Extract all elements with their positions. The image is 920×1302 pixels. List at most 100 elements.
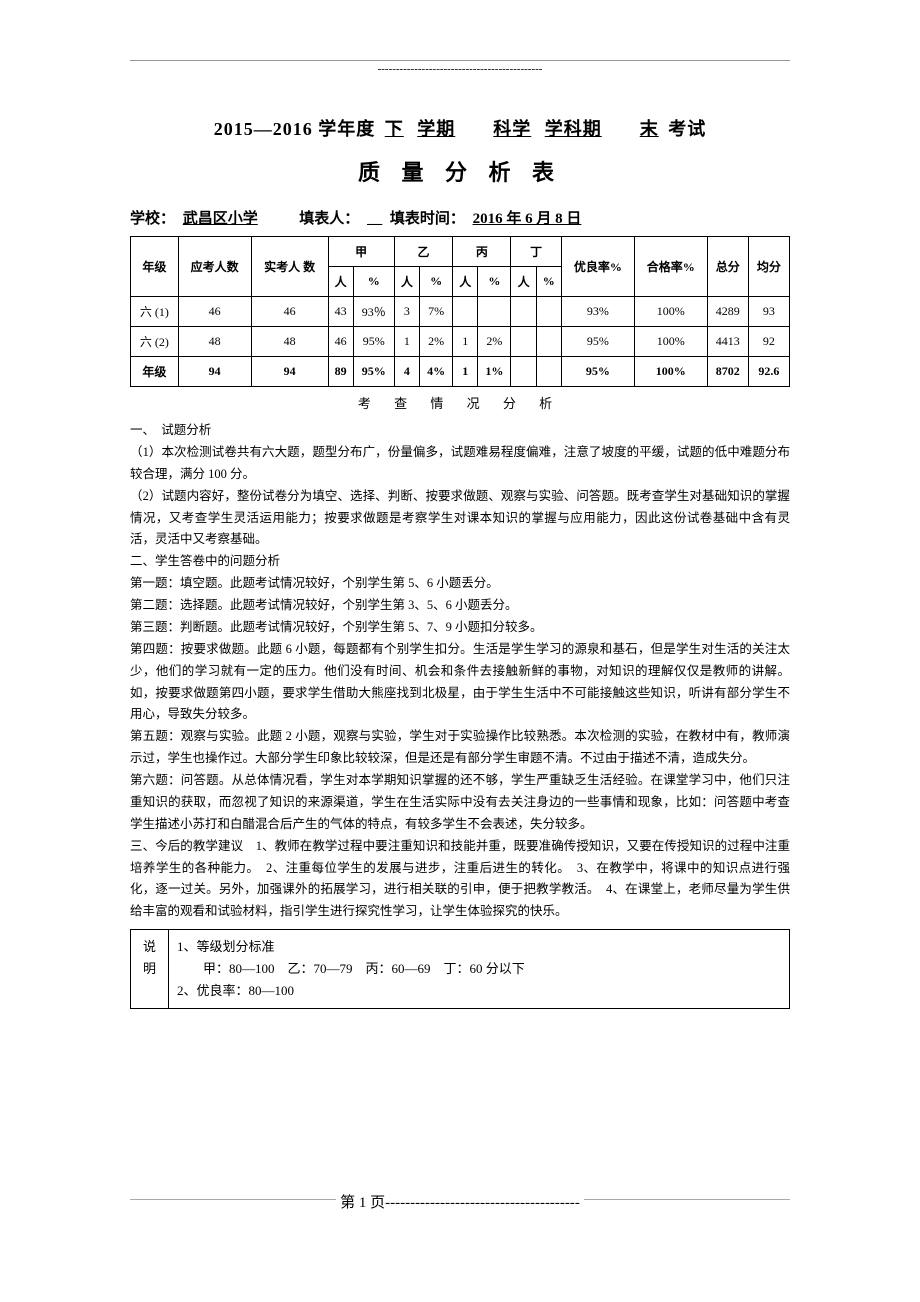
exam: 末 <box>636 119 663 139</box>
note-line: 1、等级划分标准 <box>177 936 781 958</box>
note-line: 甲：80—100 乙：70—79 丙：60—69 丁：60 分以下 <box>177 958 781 980</box>
school-label: 学校： <box>130 211 175 227</box>
analysis-paragraph: 第四题：按要求做题。此题 6 小题，每题都有个别学生扣分。生活是学生学习的源泉和… <box>130 639 790 727</box>
table-cell: 93％ <box>353 297 394 327</box>
table-cell: 4413 <box>707 327 748 357</box>
th-actual: 实考人 数 <box>251 237 328 297</box>
analysis-paragraph: 第五题：观察与实验。此题 2 小题，观察与实验，学生对于实验操作比较熟悉。本次检… <box>130 726 790 770</box>
table-cell <box>478 297 511 327</box>
table-cell: 1% <box>478 357 511 387</box>
analysis-paragraph: 第二题：选择题。此题考试情况较好，个别学生第 3、5、6 小题丢分。 <box>130 595 790 617</box>
page-footer: 第 1 页-----------------------------------… <box>130 1199 790 1223</box>
note-table: 说明 1、等级划分标准 甲：80—100 乙：70—79 丙：60—69 丁：6… <box>130 929 790 1009</box>
table-row: 六 (2)48484695%12%12%95%100%441392 <box>131 327 790 357</box>
date-label: 填表时间： <box>390 211 465 227</box>
th-should: 应考人数 <box>178 237 251 297</box>
table-cell <box>511 327 536 357</box>
table-cell: 3 <box>394 297 419 327</box>
analysis-header: 考 查 情 况 分 析 <box>130 387 790 418</box>
table-cell: 2% <box>478 327 511 357</box>
analysis-paragraph: 第六题：问答题。从总体情况看，学生对本学期知识掌握的还不够，学生严重缺乏生活经验… <box>130 770 790 836</box>
footer-dashes: --------------------------------------- <box>385 1195 580 1211</box>
table-cell: 100% <box>634 297 707 327</box>
th-excellent: 优良率% <box>561 237 634 297</box>
table-cell <box>511 297 536 327</box>
table-cell: 100% <box>634 357 707 387</box>
table-cell: 4% <box>420 357 453 387</box>
date-value: 2016 年 6 月 8 日 <box>469 211 586 227</box>
table-cell: 95% <box>353 327 394 357</box>
table-cell: 89 <box>328 357 353 387</box>
th-d-pct: % <box>536 267 561 297</box>
note-label: 说明 <box>131 930 169 1009</box>
filler-value: __ <box>363 211 386 227</box>
analysis-paragraph: 第三题：判断题。此题考试情况较好，个别学生第 5、7、9 小题扣分较多。 <box>130 617 790 639</box>
table-cell: 六 (1) <box>131 297 179 327</box>
table-cell <box>511 357 536 387</box>
table-cell: 93 <box>748 297 789 327</box>
year-range: 2015—2016 <box>214 119 313 139</box>
table-cell: 48 <box>178 327 251 357</box>
analysis-body: 一、 试题分析（1）本次检测试卷共有六大题，题型分布广，份量偏多，试题难易程度偏… <box>130 418 790 925</box>
table-cell: 94 <box>178 357 251 387</box>
table-cell: 46 <box>328 327 353 357</box>
table-cell: 95% <box>561 357 634 387</box>
label-year: 学年度 <box>318 119 375 139</box>
analysis-paragraph: （2）试题内容好，整份试卷分为填空、选择、判断、按要求做题、观察与实验、问答题。… <box>130 486 790 552</box>
th-b-people: 人 <box>394 267 419 297</box>
th-a: 甲 <box>328 237 394 267</box>
table-cell: 48 <box>251 327 328 357</box>
table-cell: 93% <box>561 297 634 327</box>
table-cell: 4289 <box>707 297 748 327</box>
table-cell: 94 <box>251 357 328 387</box>
table-cell <box>453 297 478 327</box>
label-semester: 学期 <box>413 119 459 139</box>
table-cell <box>536 297 561 327</box>
table-cell: 92.6 <box>748 357 789 387</box>
filler-label: 填表人： <box>299 211 359 227</box>
title-line2: 质 量 分 析 表 <box>130 155 790 187</box>
th-c-pct: % <box>478 267 511 297</box>
th-b: 乙 <box>394 237 452 267</box>
label-exam: 考试 <box>668 119 706 139</box>
th-c: 丙 <box>453 237 511 267</box>
footer-page: 第 1 页 <box>340 1195 385 1211</box>
school-value: 武昌区小学 <box>179 211 262 227</box>
table-cell: 8702 <box>707 357 748 387</box>
table-cell: 六 (2) <box>131 327 179 357</box>
th-grade: 年级 <box>131 237 179 297</box>
note-line: 2、优良率：80—100 <box>177 980 781 1002</box>
table-cell <box>536 357 561 387</box>
th-b-pct: % <box>420 267 453 297</box>
table-cell: 46 <box>251 297 328 327</box>
th-a-people: 人 <box>328 267 353 297</box>
header-dashes: ----------------------------------------… <box>130 60 790 75</box>
title-section: 2015—2016 学年度 下 学期 科学 学科期 末 考试 质 量 分 析 表 <box>130 115 790 187</box>
table-cell: 100% <box>634 327 707 357</box>
table-row: 六 (1)46464393％37%93%100%428993 <box>131 297 790 327</box>
table-cell: 95% <box>561 327 634 357</box>
note-content: 1、等级划分标准 甲：80—100 乙：70—79 丙：60—69 丁：60 分… <box>169 930 790 1009</box>
table-cell: 1 <box>394 327 419 357</box>
th-pass: 合格率% <box>634 237 707 297</box>
analysis-paragraph: （1）本次检测试卷共有六大题，题型分布广，份量偏多，试题难易程度偏难，注意了坡度… <box>130 442 790 486</box>
table-cell: 年级 <box>131 357 179 387</box>
table-cell: 46 <box>178 297 251 327</box>
table-cell: 2% <box>420 327 453 357</box>
th-d-people: 人 <box>511 267 536 297</box>
th-a-pct: % <box>353 267 394 297</box>
table-cell: 7% <box>420 297 453 327</box>
table-row: 年级94948995%44%11%95%100%870292.6 <box>131 357 790 387</box>
table-cell: 4 <box>394 357 419 387</box>
analysis-paragraph: 一、 试题分析 <box>130 420 790 442</box>
table-cell: 43 <box>328 297 353 327</box>
table-cell: 1 <box>453 357 478 387</box>
score-table: 年级 应考人数 实考人 数 甲 乙 丙 丁 优良率% 合格率% 总分 均分 人 … <box>130 236 790 387</box>
th-total: 总分 <box>707 237 748 297</box>
label-subject: 学科期 <box>541 119 606 139</box>
info-line: 学校： 武昌区小学 填表人： __ 填表时间： 2016 年 6 月 8 日 <box>130 207 790 228</box>
analysis-paragraph: 二、学生答卷中的问题分析 <box>130 551 790 573</box>
table-cell: 95% <box>353 357 394 387</box>
th-c-people: 人 <box>453 267 478 297</box>
analysis-paragraph: 三、今后的教学建议 1、教师在教学过程中要注重知识和技能并重，既要准确传授知识，… <box>130 836 790 924</box>
